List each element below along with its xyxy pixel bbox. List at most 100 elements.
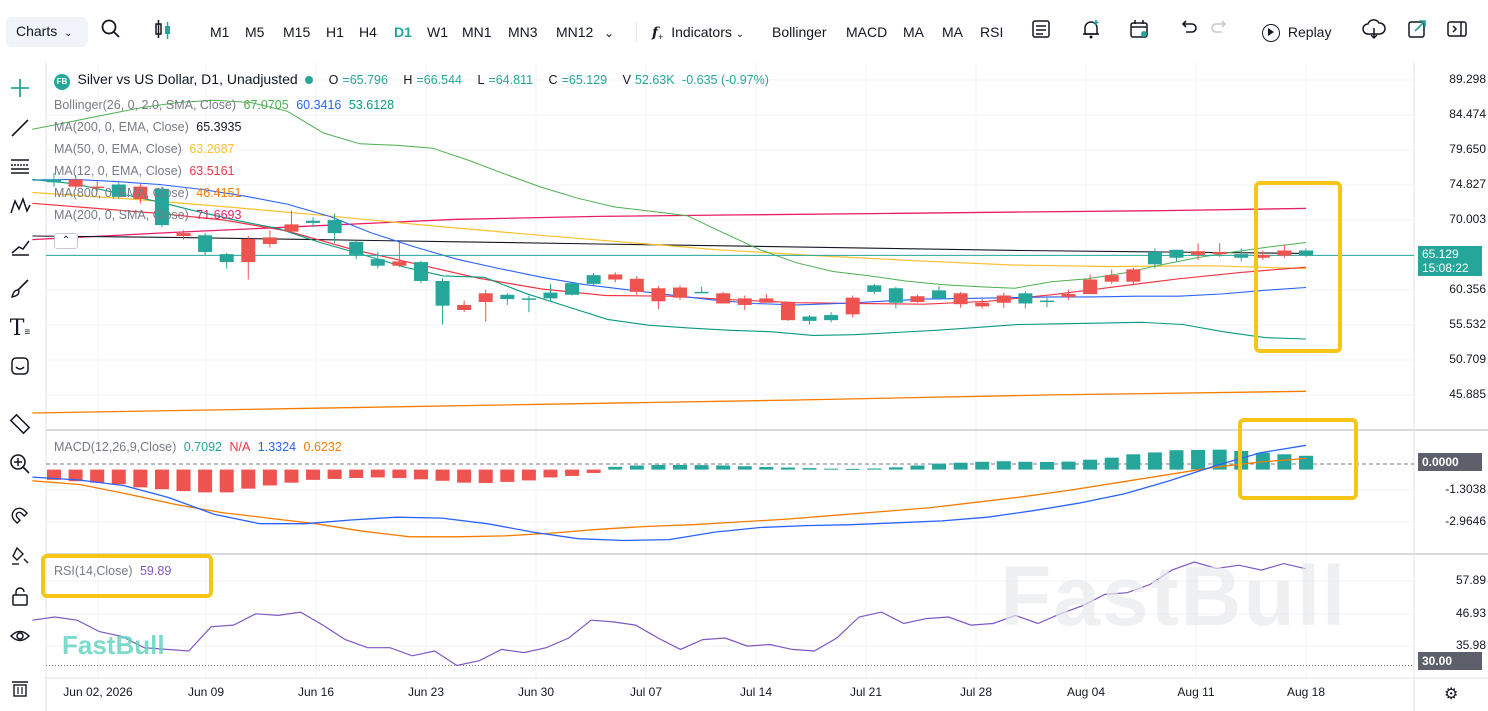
- quick-indicator-ma[interactable]: MA: [903, 24, 924, 40]
- ma-legend-1-label: MA(200, 0, EMA, Close): [54, 120, 189, 134]
- ma-legend-2[interactable]: MA(50, 0, EMA, Close) 63.2687: [54, 142, 239, 156]
- macd-histogram-bar: [716, 465, 731, 470]
- quick-indicator-ma-2[interactable]: MA: [942, 24, 963, 40]
- text-tool-icon[interactable]: T ≡: [9, 315, 31, 341]
- candle-body: [1147, 251, 1162, 265]
- timeframe-w1[interactable]: W1: [427, 24, 448, 40]
- share-external-icon[interactable]: [1406, 18, 1428, 46]
- timeframe-mn12[interactable]: MN12: [556, 24, 594, 40]
- ma-legend-1[interactable]: MA(200, 0, EMA, Close) 65.3935: [54, 120, 245, 134]
- macd-histogram-bar: [327, 469, 342, 479]
- macd-histogram-bar: [111, 469, 126, 485]
- candle-body: [435, 280, 450, 306]
- collapse-legend-button[interactable]: ⌃: [54, 233, 78, 249]
- highlight-box-macd: [1238, 418, 1358, 500]
- zoom-in-icon[interactable]: [6, 450, 34, 478]
- macd-histogram-bar: [867, 468, 882, 470]
- timeframe-m15[interactable]: M15: [283, 24, 311, 40]
- ma-legend-3-value: 63.5161: [189, 164, 235, 178]
- redo-icon[interactable]: [1210, 18, 1230, 46]
- candle-body: [1083, 279, 1098, 295]
- indicators-button[interactable]: f+ Indicators ⌄: [652, 24, 745, 42]
- ma-legend-4[interactable]: MA(800, 0, EMA, Close) 46.4151: [54, 186, 245, 200]
- chart-settings-gear-icon[interactable]: ⚙: [1444, 686, 1459, 703]
- macd-histogram-bar: [1191, 450, 1206, 470]
- eye-icon[interactable]: [6, 622, 34, 650]
- replay-button[interactable]: Replay: [1262, 18, 1331, 46]
- ma-legend-5-label: MA(200, 0, SMA, Close): [54, 208, 189, 222]
- rsi-legend[interactable]: RSI(14,Close) 59.89: [54, 564, 175, 578]
- timeframe-m5[interactable]: M5: [245, 24, 265, 40]
- bollinger-label: Bollinger(26, 0, 2.0, SMA, Close): [54, 98, 237, 112]
- brush-icon[interactable]: [6, 274, 34, 302]
- ma-legend-5[interactable]: MA(200, 0, SMA, Close) 71.6693: [54, 208, 245, 222]
- macd-histogram-bar: [306, 469, 321, 480]
- candle-body: [1255, 254, 1270, 258]
- drawing-toolbar: T ≡: [0, 62, 40, 711]
- macd-histogram-bar: [1126, 454, 1141, 470]
- macd-histogram-bar: [586, 469, 601, 473]
- undo-icon[interactable]: [1178, 18, 1198, 46]
- magnet-icon[interactable]: [6, 502, 34, 530]
- watermark-small: FastBull: [62, 630, 165, 660]
- ruler-icon[interactable]: [6, 410, 34, 438]
- alert-add-icon[interactable]: [1080, 18, 1102, 46]
- timeframe-m1[interactable]: M1: [210, 24, 230, 40]
- time-axis-label: Jun 09: [187, 685, 225, 699]
- timeframe-mn3[interactable]: MN3: [508, 24, 538, 40]
- macd-histogram-bar: [521, 469, 536, 481]
- candle-body: [651, 288, 666, 302]
- horizontal-lines-icon[interactable]: [6, 152, 34, 180]
- quick-indicator-bollinger[interactable]: Bollinger: [772, 24, 827, 40]
- candle-body: [392, 261, 407, 266]
- symbol-legend: FB Silver vs US Dollar, D1, Unadjusted O…: [54, 71, 773, 90]
- pattern-icon[interactable]: [6, 192, 34, 220]
- candle-type-icon[interactable]: [152, 18, 174, 46]
- panel-toggle-icon[interactable]: [1446, 18, 1468, 46]
- macd-histogram-bar: [565, 469, 580, 476]
- macd-legend[interactable]: MACD(12,26,9,Close) 0.7092 N/A 1.3324 0.…: [54, 440, 346, 454]
- macd-axis-label: -2.9646: [1445, 514, 1486, 528]
- timeframe-more-chevron-icon[interactable]: ⌄: [604, 26, 615, 40]
- lock-icon[interactable]: [6, 582, 34, 610]
- macd-histogram-bar: [219, 469, 234, 493]
- candle-body: [500, 294, 515, 300]
- trash-icon[interactable]: [6, 674, 34, 702]
- quick-indicator-rsi[interactable]: RSI: [980, 24, 1004, 40]
- ma-legend-3[interactable]: MA(12, 0, EMA, Close) 63.5161: [54, 164, 239, 178]
- low-label: L: [477, 73, 485, 87]
- candle-body: [219, 254, 234, 263]
- timeframe-mn1[interactable]: MN1: [462, 24, 492, 40]
- bollinger-legend[interactable]: Bollinger(26, 0, 2.0, SMA, Close) 67.070…: [54, 98, 398, 112]
- timeframe-h1[interactable]: H1: [326, 24, 344, 40]
- timeframe-d1[interactable]: D1: [394, 24, 412, 40]
- template-icon[interactable]: [1030, 18, 1052, 46]
- crosshair-icon[interactable]: [6, 74, 34, 102]
- timeframe-h4[interactable]: H4: [359, 24, 377, 40]
- price-axis-label: 45.885: [1449, 387, 1486, 401]
- macd-histogram-bar: [824, 468, 839, 470]
- bollinger-lower-line: [32, 178, 1307, 340]
- trend-line-icon[interactable]: [6, 114, 34, 142]
- macd-histogram-bar: [133, 469, 148, 488]
- macd-signal-line: [32, 457, 1307, 538]
- cloud-save-icon[interactable]: [1362, 18, 1386, 46]
- macd-histogram-bar: [241, 469, 256, 489]
- macd-histogram-bar: [694, 465, 709, 470]
- calendar-icon[interactable]: [1128, 18, 1150, 46]
- stay-drawing-icon[interactable]: [6, 542, 34, 570]
- macd-axis-label: -1.3038: [1445, 482, 1486, 496]
- macd-histogram-bar: [47, 469, 61, 480]
- search-icon[interactable]: [100, 18, 122, 46]
- projection-icon[interactable]: [6, 232, 34, 260]
- macd-histogram-bar: [932, 463, 947, 470]
- candle-body: [759, 298, 774, 303]
- macd-histogram-bar: [90, 469, 105, 483]
- price-axis-label: 55.532: [1449, 317, 1486, 331]
- candle-body: [327, 220, 342, 234]
- rsi-axis-label: 46.93: [1455, 606, 1486, 620]
- quick-indicator-macd[interactable]: MACD: [846, 24, 888, 40]
- candle-body: [888, 288, 903, 303]
- charts-menu-button[interactable]: Charts ⌄: [6, 17, 88, 47]
- emoji-icon[interactable]: [6, 352, 34, 380]
